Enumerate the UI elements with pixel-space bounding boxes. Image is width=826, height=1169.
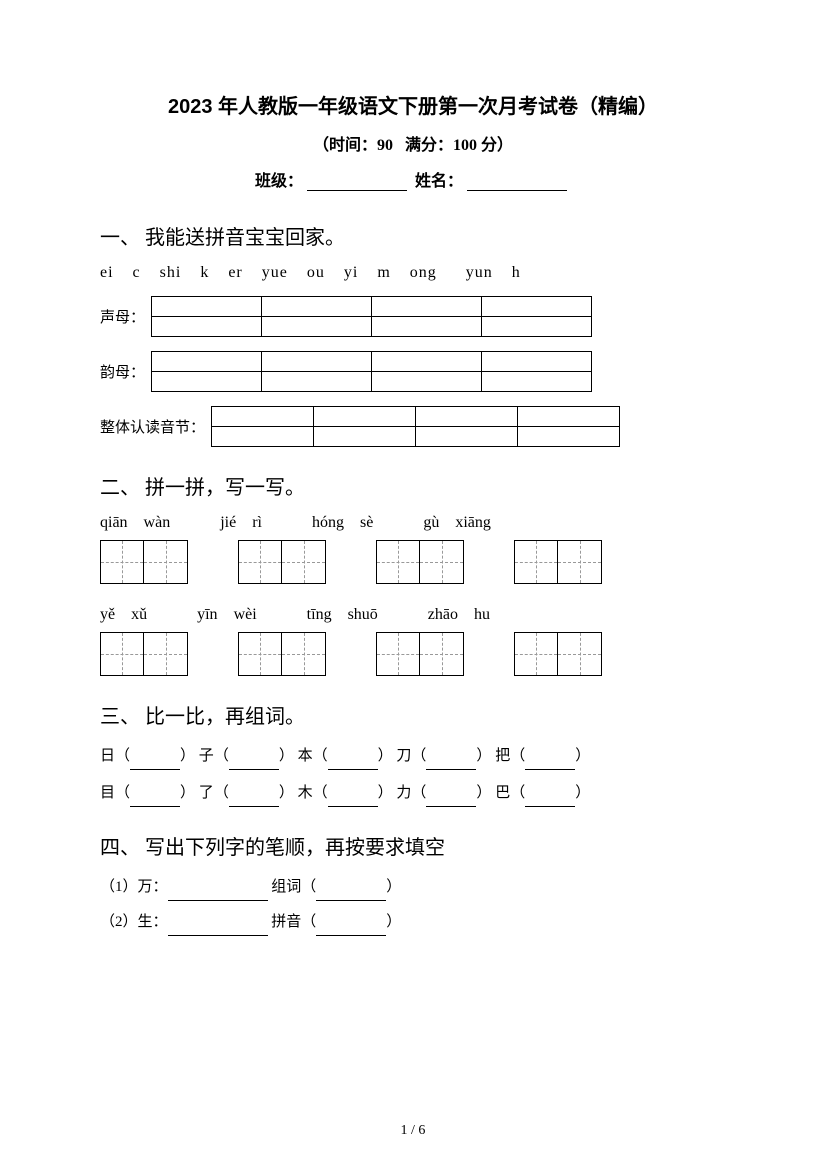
fill-blank[interactable] — [130, 756, 180, 770]
compare-line-2: 目（） 了（） 木（） 力（） 巴（） — [100, 780, 726, 807]
fill-blank[interactable] — [426, 793, 476, 807]
yunmu-row: 韵母： — [100, 351, 726, 392]
fill-blank[interactable] — [328, 756, 378, 770]
word-pair: jiérì — [220, 514, 262, 532]
pinyin-row-1: qiānwàn jiérì hóngsè gùxiāng — [100, 514, 726, 532]
char-box-pair[interactable] — [376, 540, 464, 584]
section-2-title: 二、 拼一拼，写一写。 — [100, 471, 726, 500]
pinyin-item: m — [377, 264, 390, 281]
char-box-pair[interactable] — [100, 540, 188, 584]
exam-header: 2023 年人教版一年级语文下册第一次月考试卷（精编） （时间：90 满分：10… — [100, 90, 726, 191]
class-label: 班级： — [255, 173, 303, 190]
pinyin-list: ei c shi k er yue ou yi m ong yun h — [100, 264, 726, 282]
pinyin-row-2: yěxǔ yīnwèi tīngshuō zhāohu — [100, 606, 726, 624]
section-1: 一、 我能送拼音宝宝回家。 ei c shi k er yue ou yi m … — [100, 221, 726, 447]
name-blank[interactable] — [467, 175, 567, 191]
char-box-pair[interactable] — [238, 540, 326, 584]
char-boxes-row-1 — [100, 540, 726, 584]
word-pair: zhāohu — [428, 606, 490, 624]
time-label: （时间：90 — [313, 137, 393, 154]
fill-blank[interactable] — [229, 756, 279, 770]
char-box-pair[interactable] — [100, 632, 188, 676]
shengmu-label: 声母： — [100, 306, 145, 327]
section-4-title: 四、 写出下列字的笔顺，再按要求填空 — [100, 831, 726, 860]
pinyin-item: yi — [344, 264, 358, 281]
pinyin-item: yue — [262, 264, 288, 281]
class-blank[interactable] — [307, 175, 407, 191]
char-box-pair[interactable] — [238, 632, 326, 676]
fill-blank[interactable] — [328, 793, 378, 807]
pinyin-item: yun — [466, 264, 493, 281]
fill-blank[interactable] — [130, 793, 180, 807]
section-3: 三、 比一比，再组词。 日（） 子（） 本（） 刀（） 把（） 目（） 了（） … — [100, 700, 726, 807]
stroke-blank[interactable] — [168, 887, 268, 901]
student-info: 班级： 姓名： — [100, 167, 726, 191]
pinyin-item: h — [512, 264, 521, 281]
fill-blank[interactable] — [229, 793, 279, 807]
word-pair: gùxiāng — [423, 514, 491, 532]
word-blank[interactable] — [316, 887, 386, 901]
pinyin-item: er — [228, 264, 242, 281]
word-pair: yěxǔ — [100, 606, 147, 624]
name-label: 姓名： — [415, 173, 463, 190]
pinyin-item: ou — [307, 264, 325, 281]
stroke-blank[interactable] — [168, 922, 268, 936]
compare-line-1: 日（） 子（） 本（） 刀（） 把（） — [100, 743, 726, 770]
shengmu-grid[interactable] — [151, 296, 592, 337]
fill-blank[interactable] — [525, 793, 575, 807]
zhengti-grid[interactable] — [211, 406, 620, 447]
yunmu-label: 韵母： — [100, 361, 145, 382]
pinyin-blank[interactable] — [316, 922, 386, 936]
pinyin-item: k — [200, 264, 209, 281]
char-box-pair[interactable] — [376, 632, 464, 676]
stroke-item-1: （1）万： 组词（） — [100, 874, 726, 901]
fill-blank[interactable] — [525, 756, 575, 770]
section-2: 二、 拼一拼，写一写。 qiānwàn jiérì hóngsè gùxiāng… — [100, 471, 726, 676]
score-label: 满分：100 分） — [405, 137, 513, 154]
word-pair: tīngshuō — [307, 606, 378, 624]
section-3-title: 三、 比一比，再组词。 — [100, 700, 726, 729]
pinyin-item: ei — [100, 264, 114, 281]
stroke-item-2: （2）生： 拼音（） — [100, 909, 726, 936]
word-pair: yīnwèi — [197, 606, 257, 624]
pinyin-item: ong — [410, 264, 437, 281]
page-number: 1 / 6 — [0, 1123, 826, 1139]
zhengti-label: 整体认读音节： — [100, 416, 205, 437]
fill-blank[interactable] — [426, 756, 476, 770]
word-pair: hóngsè — [312, 514, 373, 532]
section-4: 四、 写出下列字的笔顺，再按要求填空 （1）万： 组词（） （2）生： 拼音（） — [100, 831, 726, 936]
yunmu-grid[interactable] — [151, 351, 592, 392]
char-boxes-row-2 — [100, 632, 726, 676]
char-box-pair[interactable] — [514, 540, 602, 584]
zhengti-row: 整体认读音节： — [100, 406, 726, 447]
word-pair: qiānwàn — [100, 514, 170, 532]
pinyin-item: c — [133, 264, 141, 281]
shengmu-row: 声母： — [100, 296, 726, 337]
pinyin-item: shi — [160, 264, 182, 281]
exam-subtitle: （时间：90 满分：100 分） — [100, 131, 726, 155]
exam-title: 2023 年人教版一年级语文下册第一次月考试卷（精编） — [100, 90, 726, 119]
char-box-pair[interactable] — [514, 632, 602, 676]
section-1-title: 一、 我能送拼音宝宝回家。 — [100, 221, 726, 250]
